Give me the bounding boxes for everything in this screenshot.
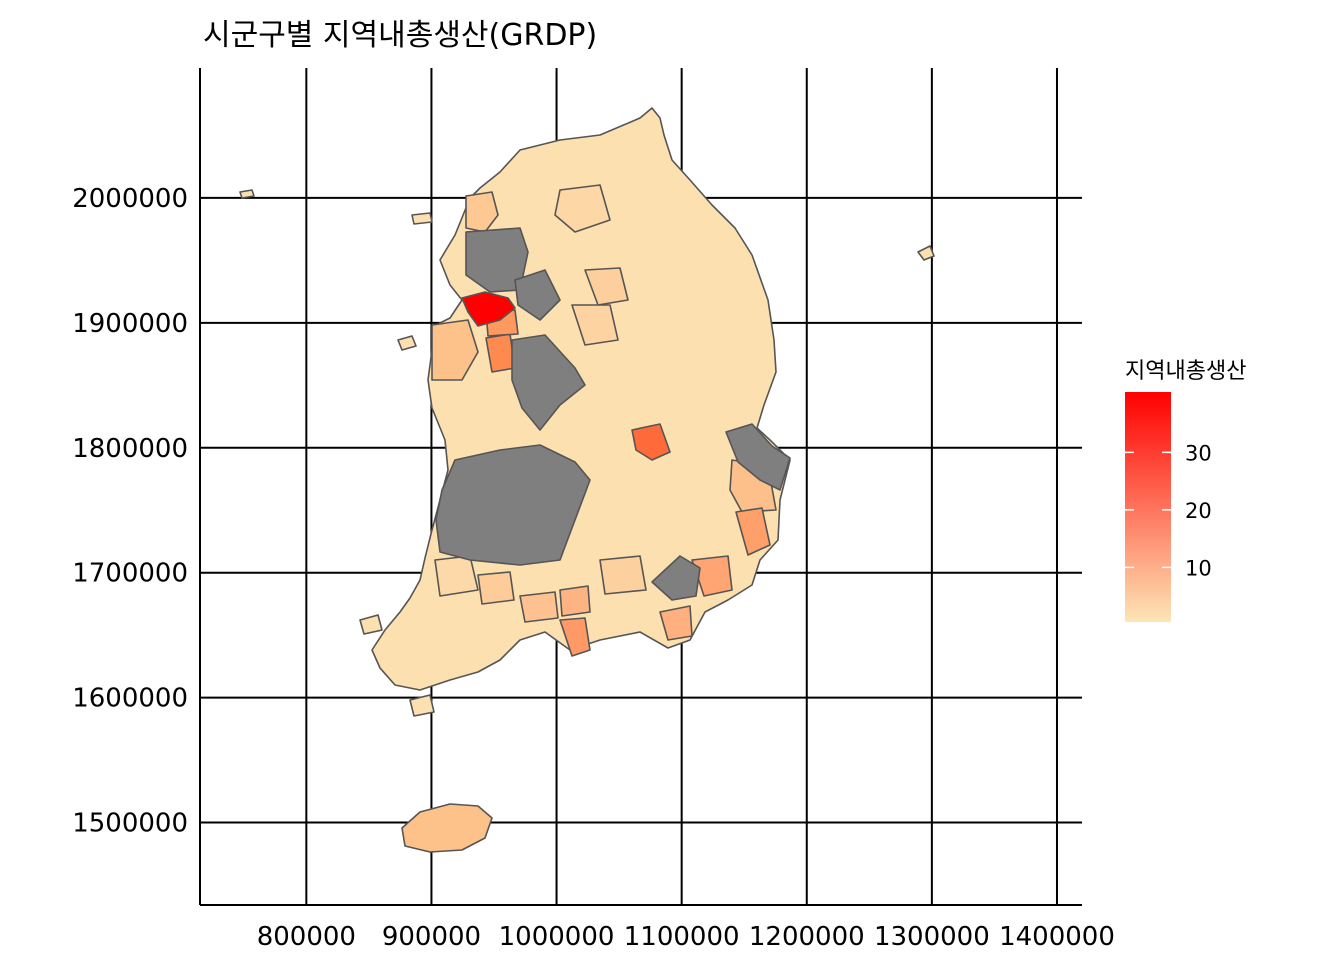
region-no-data [511, 334, 586, 431]
region [571, 304, 619, 346]
y-tick-label: 1900000 [72, 309, 188, 339]
x-tick-label: 1200000 [749, 922, 865, 952]
region [599, 555, 647, 595]
region-no-data [725, 423, 791, 491]
y-tick-label: 1800000 [72, 434, 188, 464]
region [397, 335, 417, 351]
x-tick-label: 1300000 [874, 922, 990, 952]
y-tick-label: 1500000 [72, 809, 188, 839]
legend: 지역내총생산 10 20 30 [1125, 359, 1246, 622]
region [519, 591, 559, 623]
region [409, 694, 435, 717]
region [461, 291, 516, 327]
region-no-data [651, 555, 701, 601]
legend-title: 지역내총생산 [1125, 359, 1246, 384]
region [559, 617, 591, 657]
region [359, 614, 383, 635]
region [477, 571, 515, 605]
x-tick-labels: 800000 900000 1000000 1100000 1200000 1300000… [257, 922, 1115, 952]
x-tick-label: 900000 [382, 922, 481, 952]
region [691, 555, 733, 597]
region [735, 507, 771, 556]
region [465, 191, 499, 233]
y-tick-label: 2000000 [72, 184, 188, 214]
region [631, 423, 671, 461]
y-tick-label: 1700000 [72, 559, 188, 589]
region [401, 803, 493, 853]
region [411, 212, 433, 225]
region [434, 555, 479, 597]
legend-tick-label: 30 [1185, 441, 1212, 465]
region [554, 184, 611, 233]
legend-colorbar [1125, 392, 1171, 622]
legend-tick-label: 10 [1185, 556, 1212, 580]
y-tick-labels: 2000000 1900000 1800000 1700000 1600000 15000… [72, 184, 188, 839]
x-tick-label: 1000000 [499, 922, 615, 952]
region [917, 245, 935, 261]
region [431, 319, 479, 381]
legend-ticks: 10 20 30 [1125, 441, 1212, 580]
y-tick-label: 1600000 [72, 684, 188, 714]
region-no-data [435, 444, 591, 566]
legend-tick-label: 20 [1185, 499, 1212, 523]
x-tick-label: 1100000 [624, 922, 740, 952]
region [485, 333, 516, 373]
region-no-data [514, 269, 561, 321]
x-tick-label: 800000 [257, 922, 356, 952]
chart-title: 시군구별 지역내총생산(GRDP) [203, 18, 597, 53]
region [559, 585, 591, 617]
korea-map [239, 107, 935, 853]
region [584, 267, 629, 306]
x-tick-label: 1400000 [999, 922, 1115, 952]
region [659, 605, 693, 641]
region [239, 189, 255, 199]
